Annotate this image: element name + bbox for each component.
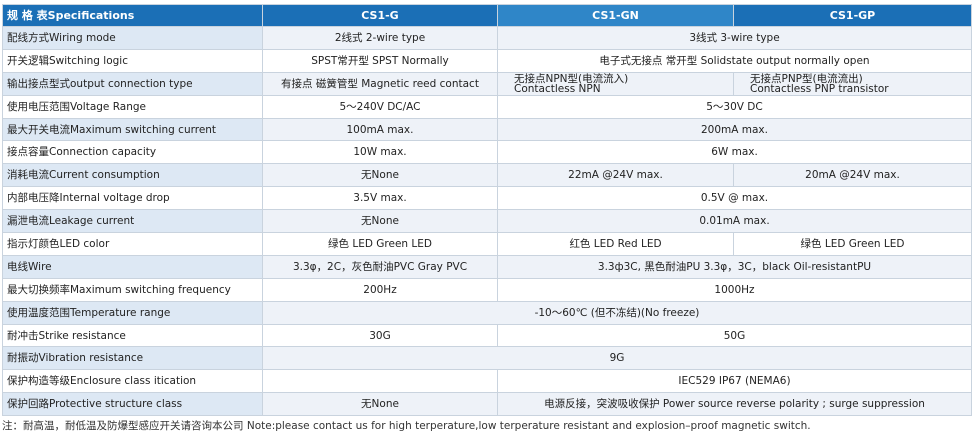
- value-cell: 0.01mA max.: [497, 209, 972, 234]
- header-cell: CS1-GP: [733, 4, 972, 27]
- empty-cell: [262, 369, 498, 394]
- value-cell: 200mA max.: [497, 117, 972, 142]
- spec-table-wrap: 规 格 表Specifications CS1-G CS1-GN CS1-GP 配线方…: [2, 4, 972, 417]
- value-cell: 200Hz: [262, 277, 498, 302]
- value-cell: 绿色 LED Green LED: [262, 232, 498, 256]
- value-cell: 10W max.: [262, 140, 498, 165]
- table-row: 耐冲击Strike resistance 30G 50G: [2, 323, 972, 348]
- table-row: 最大开关电流Maximum switching current 100mA max…: [2, 117, 972, 142]
- spec-table: 规 格 表Specifications CS1-G CS1-GN CS1-GP 配线方…: [2, 4, 972, 417]
- table-row: 耐振动Vibration resistance 9G: [2, 346, 972, 371]
- value-cell: 有接点 磁簧管型 Magnetic reed contact: [262, 71, 498, 96]
- table-row: 接点容量Connection capacity 10W max. 6W max.: [2, 140, 972, 165]
- row-label: 配线方式Wiring mode: [2, 26, 263, 50]
- value-cell: 无接点NPN型(电流流入) Contactless NPN: [497, 71, 734, 96]
- value-cell: 红色 LED Red LED: [497, 232, 734, 256]
- value-cell: 20mA @24V max.: [733, 163, 972, 188]
- table-row: 内部电压降Internal voltage drop 3.5V max. 0.5V …: [2, 186, 972, 211]
- value-cell: 绿色 LED Green LED: [733, 232, 972, 256]
- value-cell: 22mA @24V max.: [497, 163, 734, 188]
- header-cell: CS1-GN: [497, 4, 734, 27]
- value-cell: 9G: [262, 346, 972, 371]
- table-row: 漏泄电流Leakage current 无None 0.01mA max.: [2, 209, 972, 234]
- table-row: 配线方式Wiring mode 2线式 2-wire type 3线式 3-wire…: [2, 26, 972, 50]
- row-label: 电线Wire: [2, 254, 263, 279]
- table-row: 使用温度范围Temperature range -10～60℃ (但不冻结)(No…: [2, 300, 972, 325]
- value-cell: 100mA max.: [262, 117, 498, 142]
- value-cell: SPST常开型 SPST Normally: [262, 48, 498, 73]
- row-label: 指示灯颜色LED color: [2, 232, 263, 256]
- row-label: 保护构造等级Enclosure class itication: [2, 369, 263, 394]
- value-cell: 1000Hz: [497, 277, 972, 302]
- table-row: 电线Wire 3.3φ，2C，灰色耐油PVC Gray PVC 3.3ф3C, 黑色…: [2, 254, 972, 279]
- value-cell: 30G: [262, 323, 498, 348]
- footnote: 注：耐高温，耐低温及防爆型感应开关请咨询本公司 Note:please cont…: [2, 420, 811, 432]
- value-cell: 5～30V DC: [497, 94, 972, 119]
- row-label: 使用电压范围Voltage Range: [2, 94, 263, 119]
- row-label: 接点容量Connection capacity: [2, 140, 263, 165]
- value-cell: 电子式无接点 常开型 Solidstate output normally op…: [497, 48, 972, 73]
- value-cell: 无None: [262, 392, 498, 417]
- header-cell: CS1-G: [262, 4, 498, 27]
- row-label: 消耗电流Current consumption: [2, 163, 263, 188]
- row-label: 漏泄电流Leakage current: [2, 209, 263, 234]
- value-cell: IEC529 IP67 (NEMA6): [497, 369, 972, 394]
- header-cell: 规 格 表Specifications: [2, 4, 263, 27]
- header-row: 规 格 表Specifications CS1-G CS1-GN CS1-GP: [2, 4, 972, 27]
- table-row: 最大切换频率Maximum switching frequency 200Hz 10…: [2, 277, 972, 302]
- value-cell: 3.3φ，2C，灰色耐油PVC Gray PVC: [262, 254, 498, 279]
- row-label: 输出接点型式output connection type: [2, 71, 263, 96]
- row-label: 内部电压降Internal voltage drop: [2, 186, 263, 211]
- value-cell: 0.5V @ max.: [497, 186, 972, 211]
- row-label: 耐振动Vibration resistance: [2, 346, 263, 371]
- row-label: 最大开关电流Maximum switching current: [2, 117, 263, 142]
- row-label: 耐冲击Strike resistance: [2, 323, 263, 348]
- table-row: 消耗电流Current consumption 无None 22mA @24V ma…: [2, 163, 972, 188]
- table-row: 指示灯颜色LED color 绿色 LED Green LED 红色 LED Red…: [2, 232, 972, 256]
- value-cell: 50G: [497, 323, 972, 348]
- row-label: 开关逻辑Switching logic: [2, 48, 263, 73]
- row-label: 最大切换频率Maximum switching frequency: [2, 277, 263, 302]
- table-row: 保护构造等级Enclosure class itication IEC529 IP…: [2, 369, 972, 394]
- table-row: 使用电压范围Voltage Range 5～240V DC/AC 5～30V DC: [2, 94, 972, 119]
- value-cell: 5～240V DC/AC: [262, 94, 498, 119]
- value-cell: 无接点PNP型(电流流出) Contactless PNP transistor: [733, 71, 972, 96]
- value-cell: 3线式 3-wire type: [497, 26, 972, 50]
- row-label: 使用温度范围Temperature range: [2, 300, 263, 325]
- value-cell: 电源反接，突波吸收保护 Power source reverse polarit…: [497, 392, 972, 417]
- value-cell: 3.3ф3C, 黑色耐油PU 3.3φ，3C，black Oil-resista…: [497, 254, 972, 279]
- table-row: 开关逻辑Switching logic SPST常开型 SPST Normally…: [2, 48, 972, 73]
- value-cell: 6W max.: [497, 140, 972, 165]
- row-label: 保护回路Protective structure class: [2, 392, 263, 417]
- table-row: 保护回路Protective structure class 无None 电源反接，…: [2, 392, 972, 417]
- value-cell: 无None: [262, 163, 498, 188]
- value-cell: 无None: [262, 209, 498, 234]
- value-cell: 3.5V max.: [262, 186, 498, 211]
- table-row: 输出接点型式output connection type 有接点 磁簧管型 Mag…: [2, 71, 972, 96]
- value-cell: 2线式 2-wire type: [262, 26, 498, 50]
- table-body: 配线方式Wiring mode 2线式 2-wire type 3线式 3-wire…: [2, 26, 972, 417]
- value-cell: -10～60℃ (但不冻结)(No freeze): [262, 300, 972, 325]
